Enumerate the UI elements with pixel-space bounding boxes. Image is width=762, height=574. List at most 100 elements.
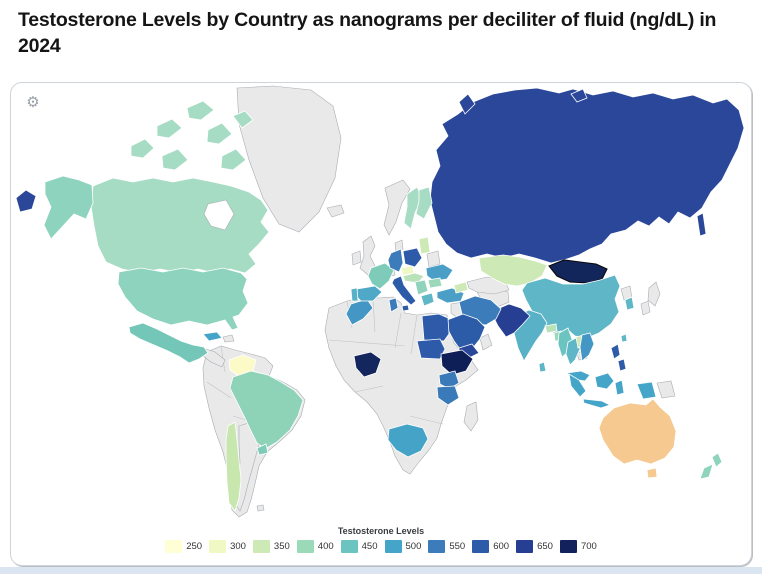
country-nigeria[interactable]	[353, 351, 382, 378]
legend-label: 300	[230, 540, 246, 552]
legend-label: 400	[317, 540, 334, 552]
country-vietnam[interactable]	[579, 332, 595, 362]
country-iceland	[326, 204, 345, 218]
country-mongolia[interactable]	[548, 259, 608, 284]
country-usa[interactable]	[117, 267, 249, 331]
legend-swatch	[472, 539, 490, 553]
legend-item: 600	[472, 539, 509, 553]
country-caucasus[interactable]	[453, 281, 469, 294]
country-kazakhstan[interactable]	[478, 254, 548, 287]
country-serbia[interactable]	[414, 279, 429, 296]
country-france[interactable]	[367, 262, 395, 290]
country-portugal[interactable]	[350, 287, 359, 302]
arctic-island-7[interactable]	[232, 110, 254, 129]
legend-swatch	[384, 539, 402, 553]
legend-item: 550	[428, 539, 466, 553]
legend-item: 500	[384, 539, 422, 553]
country-australia[interactable]	[598, 398, 677, 465]
country-russia[interactable]	[429, 87, 745, 264]
country-pakistan[interactable]	[493, 303, 531, 338]
legend-title: Testosterone Levels	[337, 525, 425, 536]
legend-item: 650	[516, 539, 553, 553]
country-papua-new-guinea	[656, 380, 676, 399]
country-japan	[647, 281, 661, 307]
country-malaysia-borneo[interactable]	[594, 372, 615, 390]
country-baltics[interactable]	[418, 236, 431, 255]
country-sri-lanka[interactable]	[538, 361, 547, 373]
arctic-island-4[interactable]	[161, 148, 189, 171]
country-italy-sicily[interactable]	[401, 304, 410, 312]
country-chile[interactable]	[225, 421, 242, 512]
legend-item: 450	[340, 539, 378, 553]
legend-label: 650	[537, 540, 553, 552]
country-sweden[interactable]	[403, 186, 423, 230]
country-indonesia-sulawesi[interactable]	[614, 379, 625, 396]
country-ukraine[interactable]	[425, 263, 454, 282]
country-indonesia-sumatra[interactable]	[568, 373, 587, 398]
legend-swatch	[428, 539, 446, 553]
country-australia-tasmania[interactable]	[646, 467, 658, 479]
country-poland[interactable]	[402, 247, 423, 268]
country-new-zealand-south[interactable]	[699, 463, 714, 480]
legend-swatch	[165, 539, 183, 553]
country-belarus	[426, 250, 441, 268]
country-indonesia-papua[interactable]	[636, 381, 657, 400]
legend-label: 550	[449, 540, 466, 552]
settings-gear-icon[interactable]: ⚙	[22, 91, 44, 113]
country-indonesia-java[interactable]	[582, 398, 612, 409]
legend-label: 500	[405, 540, 422, 552]
country-germany[interactable]	[387, 248, 404, 273]
arctic-island-3[interactable]	[186, 100, 215, 121]
country-philippines-south[interactable]	[617, 358, 627, 372]
legend-swatch	[252, 539, 270, 553]
country-nepal[interactable]	[544, 323, 558, 334]
legend-item: 250	[165, 539, 202, 553]
country-oman	[479, 333, 493, 351]
country-new-zealand-north[interactable]	[711, 452, 723, 468]
country-greece[interactable]	[420, 292, 435, 307]
legend-swatch	[516, 539, 534, 553]
country-cuba[interactable]	[202, 331, 223, 342]
arctic-island-2[interactable]	[156, 118, 183, 139]
country-tunisia[interactable]	[388, 297, 399, 313]
country-mexico[interactable]	[128, 322, 209, 364]
legend-swatch	[340, 539, 358, 553]
legend-swatch	[209, 539, 227, 553]
legend-item: 700	[559, 539, 597, 553]
legend-label: 450	[361, 540, 378, 552]
country-austria-hungary[interactable]	[402, 272, 425, 284]
country-madagascar	[463, 401, 479, 432]
country-italy[interactable]	[391, 275, 417, 306]
country-saudi-arabia[interactable]	[446, 313, 486, 353]
country-usa-alaska[interactable]	[43, 175, 94, 240]
arctic-island-6[interactable]	[220, 148, 247, 171]
country-ethiopia[interactable]	[440, 349, 474, 376]
map-card: ⚙	[10, 82, 752, 566]
country-south-africa[interactable]	[387, 423, 429, 458]
country-south-korea[interactable]	[624, 296, 635, 311]
country-taiwan[interactable]	[620, 333, 628, 343]
country-brazil[interactable]	[229, 370, 304, 450]
country-philippines-north[interactable]	[610, 343, 621, 360]
country-canada[interactable]	[90, 177, 270, 274]
country-uruguay[interactable]	[256, 443, 269, 456]
island-hispaniola	[222, 334, 235, 343]
country-russia-chukotka[interactable]	[15, 189, 37, 213]
arctic-island-1[interactable]	[130, 138, 155, 159]
legend-swatch	[559, 539, 577, 553]
country-finland[interactable]	[415, 186, 433, 220]
choropleth-svg	[15, 85, 745, 518]
country-egypt[interactable]	[421, 313, 450, 342]
country-russia-sakhalin[interactable]	[696, 212, 707, 237]
country-romania[interactable]	[427, 277, 443, 289]
arctic-island-5[interactable]	[206, 122, 233, 145]
legend-row: 250 300 350 400 450 500 550 600 650 700	[165, 539, 597, 553]
legend-label: 700	[580, 540, 597, 552]
legend-item: 300	[209, 539, 246, 553]
country-russia-novaya-zemlya[interactable]	[458, 93, 476, 115]
legend-item: 350	[252, 539, 290, 553]
country-tanzania[interactable]	[436, 385, 460, 406]
hudson-bay	[203, 199, 235, 231]
footer-strip	[0, 567, 762, 574]
country-russia-new-siberian[interactable]	[570, 88, 588, 103]
